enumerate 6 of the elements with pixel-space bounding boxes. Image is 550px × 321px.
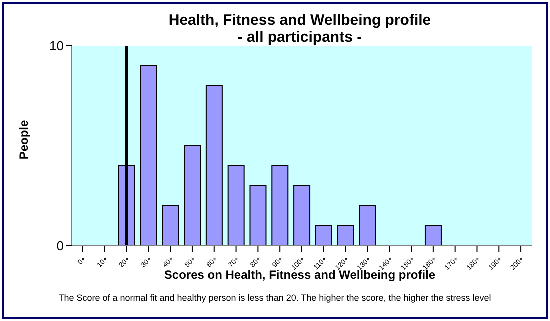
y-tick-label: 10 (50, 38, 64, 54)
chart-subtitle: - all participants - (238, 29, 362, 46)
text: The Score of a normal fit and healthy person is less than 20. The higher the score, the higher the stress level (58, 293, 492, 303)
y-tick-label: 0 (56, 238, 64, 254)
y-axis-title: People (17, 120, 31, 160)
chart-title: Health, Fitness and Wellbeing profile (168, 12, 432, 29)
